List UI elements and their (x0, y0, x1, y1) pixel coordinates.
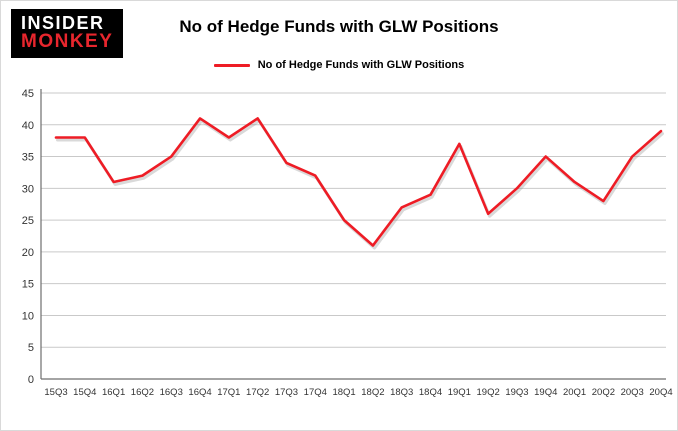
svg-text:17Q3: 17Q3 (275, 387, 298, 398)
logo-line2: MONKEY (21, 31, 114, 53)
svg-text:16Q1: 16Q1 (102, 387, 125, 398)
svg-text:15: 15 (22, 279, 34, 291)
svg-text:40: 40 (22, 120, 34, 132)
svg-text:0: 0 (28, 374, 34, 386)
svg-text:16Q4: 16Q4 (188, 387, 211, 398)
svg-text:19Q2: 19Q2 (477, 387, 500, 398)
svg-text:10: 10 (22, 310, 34, 322)
chart-svg: 0 5 10 15 20 25 30 35 40 45 15Q3 15Q4 16Q1 16Q2 16Q3 16… (22, 88, 673, 398)
svg-text:20Q2: 20Q2 (592, 387, 615, 398)
svg-text:18Q4: 18Q4 (419, 387, 442, 398)
svg-text:25: 25 (22, 215, 34, 227)
svg-text:18Q1: 18Q1 (332, 387, 355, 398)
svg-text:16Q2: 16Q2 (131, 387, 154, 398)
svg-text:16Q3: 16Q3 (160, 387, 183, 398)
svg-text:20Q4: 20Q4 (649, 387, 672, 398)
legend-line-swatch (213, 63, 250, 67)
svg-text:20: 20 (22, 247, 34, 259)
svg-text:19Q1: 19Q1 (448, 387, 471, 398)
legend-label: No of Hedge Funds with GLW Positions (257, 59, 465, 71)
svg-text:30: 30 (22, 183, 34, 195)
svg-text:17Q4: 17Q4 (304, 387, 327, 398)
svg-text:18Q3: 18Q3 (390, 387, 413, 398)
logo-line1: INSIDER (21, 13, 105, 33)
svg-text:19Q3: 19Q3 (505, 387, 528, 398)
line-chart: 0 5 10 15 20 25 30 35 40 45 15Q3 15Q4 16Q1 16Q2 16Q3 16… (1, 81, 677, 426)
svg-text:17Q1: 17Q1 (217, 387, 240, 398)
svg-text:20Q3: 20Q3 (621, 387, 644, 398)
insider-monkey-logo: INSIDER MONKEY (11, 9, 124, 58)
svg-text:20Q1: 20Q1 (563, 387, 586, 398)
svg-text:15Q3: 15Q3 (44, 387, 67, 398)
svg-text:17Q2: 17Q2 (246, 387, 269, 398)
svg-text:45: 45 (22, 88, 34, 100)
svg-text:5: 5 (28, 342, 34, 354)
svg-text:35: 35 (22, 152, 34, 164)
svg-text:18Q2: 18Q2 (361, 387, 384, 398)
chart-title: No of Hedge Funds with GLW Positions (179, 17, 499, 36)
svg-text:15Q4: 15Q4 (73, 387, 96, 398)
svg-text:19Q4: 19Q4 (534, 387, 557, 398)
chart-legend: No of Hedge Funds with GLW Positions (1, 59, 677, 71)
